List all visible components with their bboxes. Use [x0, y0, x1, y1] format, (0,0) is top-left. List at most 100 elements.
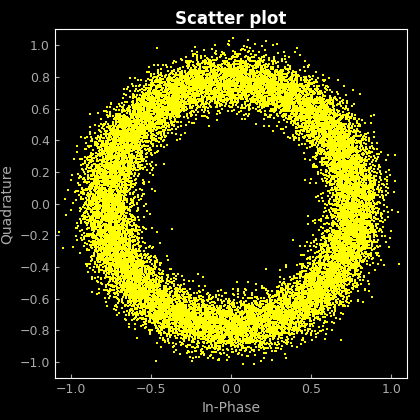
Channel 1 [329, 131, 336, 137]
Channel 1 [354, 218, 361, 225]
Channel 1 [208, 307, 215, 313]
Channel 1 [341, 152, 348, 158]
Channel 1 [115, 205, 122, 211]
Channel 1 [289, 336, 295, 342]
Channel 1 [244, 80, 251, 87]
Channel 1 [330, 276, 337, 282]
Channel 1 [278, 300, 284, 307]
Channel 1 [128, 156, 134, 163]
Channel 1 [184, 312, 190, 318]
Channel 1 [107, 257, 114, 263]
Channel 1 [288, 70, 295, 76]
Channel 1 [199, 303, 206, 310]
Channel 1 [247, 85, 253, 92]
Channel 1 [103, 199, 110, 206]
Channel 1 [86, 158, 93, 165]
Channel 1 [294, 107, 301, 114]
Channel 1 [200, 58, 207, 65]
Channel 1 [165, 108, 171, 115]
Channel 1 [223, 100, 229, 107]
Channel 1 [252, 88, 259, 94]
Channel 1 [118, 160, 125, 167]
Channel 1 [158, 289, 165, 296]
Channel 1 [269, 85, 276, 92]
Channel 1 [164, 331, 171, 337]
Channel 1 [339, 135, 345, 142]
Channel 1 [299, 289, 305, 296]
Channel 1 [167, 314, 173, 321]
Channel 1 [113, 185, 119, 192]
Channel 1 [188, 311, 195, 318]
Channel 1 [234, 76, 241, 82]
Channel 1 [333, 121, 340, 127]
Channel 1 [273, 93, 280, 100]
Channel 1 [280, 126, 286, 132]
Channel 1 [335, 223, 341, 229]
Channel 1 [104, 231, 111, 237]
Channel 1 [172, 307, 178, 314]
Channel 1 [365, 212, 371, 219]
Channel 1 [189, 70, 196, 76]
Channel 1 [321, 126, 328, 132]
Channel 1 [228, 65, 235, 72]
Channel 1 [96, 186, 102, 192]
Channel 1 [141, 104, 147, 110]
Channel 1 [82, 213, 89, 220]
Channel 1 [215, 315, 222, 322]
Channel 1 [108, 247, 114, 254]
Channel 1 [243, 301, 249, 308]
Channel 1 [193, 86, 200, 92]
Channel 1 [342, 275, 349, 281]
Channel 1 [309, 103, 316, 110]
Channel 1 [99, 191, 105, 198]
Channel 1 [329, 181, 336, 187]
Channel 1 [332, 278, 339, 285]
Channel 1 [252, 77, 259, 84]
Channel 1 [174, 307, 181, 314]
Channel 1 [118, 158, 125, 164]
Channel 1 [195, 325, 202, 331]
Channel 1 [244, 86, 251, 92]
Channel 1 [339, 123, 345, 130]
Channel 1 [326, 298, 333, 304]
Channel 1 [87, 186, 94, 192]
Channel 1 [329, 276, 336, 282]
Channel 1 [127, 171, 134, 177]
Channel 1 [201, 69, 208, 76]
Channel 1 [206, 319, 213, 326]
Channel 1 [337, 186, 344, 193]
Channel 1 [108, 203, 115, 210]
Channel 1 [256, 346, 263, 353]
Channel 1 [110, 186, 116, 193]
Channel 1 [198, 80, 205, 87]
Channel 1 [99, 255, 106, 262]
Channel 1 [355, 123, 362, 129]
Channel 1 [119, 245, 126, 252]
Channel 1 [339, 231, 346, 238]
Channel 1 [349, 140, 356, 147]
Channel 1 [124, 160, 131, 167]
Channel 1 [145, 280, 152, 286]
Channel 1 [121, 201, 127, 208]
Channel 1 [88, 213, 95, 219]
Channel 1 [142, 268, 148, 274]
Channel 1 [331, 241, 338, 247]
Channel 1 [214, 334, 220, 341]
Channel 1 [353, 153, 360, 160]
Channel 1 [326, 227, 333, 234]
Channel 1 [321, 133, 328, 140]
Channel 1 [233, 306, 239, 313]
Channel 1 [171, 123, 178, 130]
Channel 1 [137, 290, 144, 297]
Channel 1 [134, 163, 141, 170]
Channel 1 [258, 102, 265, 109]
Channel 1 [306, 296, 312, 303]
Channel 1 [114, 207, 121, 214]
Channel 1 [334, 184, 341, 191]
Channel 1 [342, 194, 349, 200]
Channel 1 [148, 304, 155, 310]
Channel 1 [312, 111, 319, 118]
Channel 1 [191, 298, 198, 305]
Channel 1 [328, 205, 335, 212]
Channel 1 [230, 73, 237, 80]
